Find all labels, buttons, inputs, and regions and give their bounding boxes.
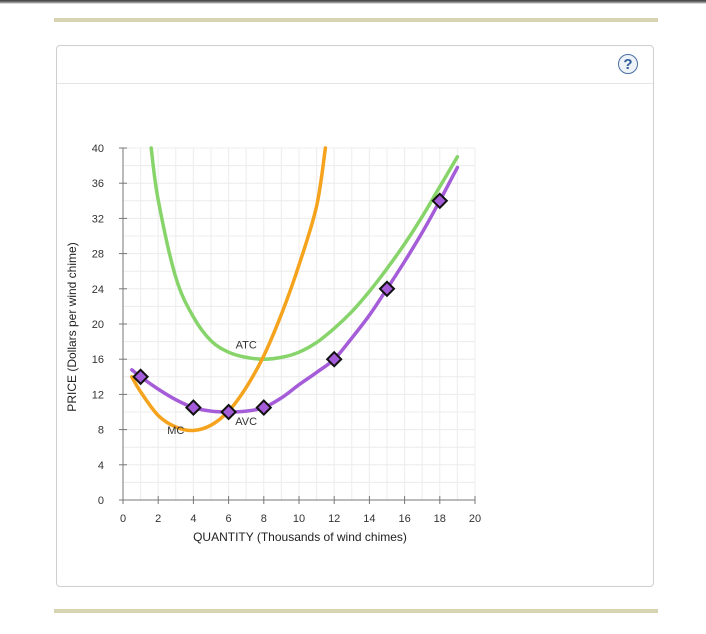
y-axis-title: PRICE (Dollars per wind chime) (65, 242, 79, 411)
avc-point-marker (325, 350, 343, 368)
help-icon: ? (623, 55, 633, 73)
y-tick-label: 12 (92, 389, 104, 401)
x-tick-label: 2 (155, 513, 161, 525)
y-tick-label: 24 (92, 284, 104, 296)
top-rule (54, 18, 658, 22)
x-tick-label: 10 (293, 513, 305, 525)
avc-point-marker (184, 399, 202, 417)
y-tick-label: 40 (92, 143, 104, 155)
x-tick-label: 6 (226, 513, 232, 525)
x-tick-label: 16 (398, 513, 410, 525)
x-tick-label: 8 (261, 513, 267, 525)
grid (122, 147, 476, 501)
y-tick-label: 28 (92, 249, 104, 261)
avc-point-marker (378, 280, 396, 298)
series-avc-curve (130, 165, 460, 414)
avc-point-marker (255, 399, 273, 417)
bottom-rule (54, 609, 658, 613)
series-atc-curve (149, 146, 460, 361)
curve-label-atc: ATC (236, 340, 257, 352)
y-tick-label: 8 (98, 425, 104, 437)
x-axis-title: QUANTITY (Thousands of wind chimes) (193, 530, 407, 544)
top-shadow (0, 0, 706, 4)
panel-header: ? (57, 46, 653, 84)
avc-point-marker (431, 192, 449, 210)
y-tick-label: 32 (92, 213, 104, 225)
y-tick-label: 36 (92, 178, 104, 190)
x-tick-label: 12 (328, 513, 340, 525)
x-tick-label: 0 (120, 513, 126, 525)
help-button[interactable]: ? (618, 54, 638, 74)
y-tick-label: 16 (92, 354, 104, 366)
markers (132, 192, 449, 421)
y-tick-label: 4 (98, 460, 104, 472)
curve-label-avc: AVC (235, 416, 257, 428)
x-tick-label: 18 (434, 513, 446, 525)
curve-labels: ATC AVC MC (167, 340, 257, 437)
graph-panel: ? (56, 45, 654, 587)
x-tick-label: 14 (363, 513, 375, 525)
x-tick-label: 4 (190, 513, 196, 525)
avc-point-marker (220, 403, 238, 421)
curve-label-mc: MC (167, 425, 184, 437)
y-tick-label: 0 (98, 495, 104, 507)
avc-point-marker (132, 368, 150, 386)
x-tick-label: 20 (469, 513, 481, 525)
y-tick-label: 20 (92, 319, 104, 331)
